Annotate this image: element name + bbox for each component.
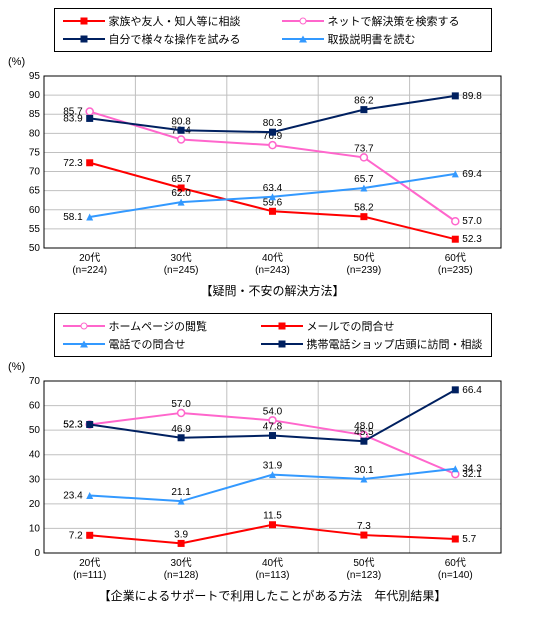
chart-1-yaxis-unit: (%) xyxy=(8,56,537,68)
svg-text:50代: 50代 xyxy=(353,557,374,569)
svg-text:(n=128): (n=128) xyxy=(164,570,199,581)
svg-text:62.0: 62.0 xyxy=(171,188,191,199)
chart-1-plot: 50 55 60 65 70 75 80 85 90 95 20代(n=224) 30代(n=245)… xyxy=(8,70,537,280)
svg-text:40代: 40代 xyxy=(262,557,283,569)
svg-text:60: 60 xyxy=(29,401,41,412)
svg-text:89.8: 89.8 xyxy=(462,91,482,102)
svg-text:60: 60 xyxy=(29,205,41,216)
svg-text:66.4: 66.4 xyxy=(462,385,482,396)
svg-text:54.0: 54.0 xyxy=(263,406,283,417)
svg-text:73.7: 73.7 xyxy=(354,143,374,154)
svg-text:80: 80 xyxy=(29,128,41,139)
svg-text:30代: 30代 xyxy=(171,557,192,569)
svg-text:11.5: 11.5 xyxy=(263,511,282,522)
svg-text:(n=123): (n=123) xyxy=(347,570,382,581)
svg-text:50: 50 xyxy=(29,425,41,436)
chart-1-container: 家族や友人・知人等に相談 ネットで解決策を検索する 自分で様々な操作を試みる 取… xyxy=(8,8,537,299)
svg-text:40: 40 xyxy=(29,450,41,461)
svg-text:52.3: 52.3 xyxy=(63,419,83,430)
legend-item: 携帯電話ショップ店頭に訪問・相談 xyxy=(261,336,483,352)
svg-text:45.5: 45.5 xyxy=(354,427,374,438)
legend-label: 取扱説明書を読む xyxy=(328,31,416,47)
svg-text:(n=113): (n=113) xyxy=(255,570,289,581)
svg-text:20: 20 xyxy=(29,499,41,510)
legend-label: ホームページの閲覧 xyxy=(109,318,207,334)
svg-text:40代: 40代 xyxy=(262,252,283,264)
svg-text:70: 70 xyxy=(29,376,41,387)
svg-text:57.0: 57.0 xyxy=(171,399,191,410)
svg-text:57.0: 57.0 xyxy=(462,216,482,227)
legend-label: メールでの問合せ xyxy=(307,318,395,334)
chart-2-legend: ホームページの閲覧 メールでの問合せ 電話での問合せ 携帯電話ショップ店頭に訪問… xyxy=(54,313,492,357)
svg-text:80.8: 80.8 xyxy=(171,116,191,127)
svg-text:0: 0 xyxy=(34,548,40,559)
svg-text:86.2: 86.2 xyxy=(354,96,374,107)
svg-text:(n=239): (n=239) xyxy=(347,265,382,276)
svg-text:(n=140): (n=140) xyxy=(438,570,473,581)
svg-text:3.9: 3.9 xyxy=(174,529,188,540)
svg-text:23.4: 23.4 xyxy=(63,491,83,502)
legend-item: 家族や友人・知人等に相談 xyxy=(63,13,264,29)
svg-text:50: 50 xyxy=(29,243,41,254)
svg-text:69.4: 69.4 xyxy=(462,169,482,180)
chart-2-yaxis-unit: (%) xyxy=(8,361,537,373)
svg-text:80.3: 80.3 xyxy=(263,118,283,129)
svg-text:72.3: 72.3 xyxy=(63,158,83,169)
svg-text:95: 95 xyxy=(29,71,41,82)
legend-label: 自分で様々な操作を試みる xyxy=(109,31,241,47)
svg-text:46.9: 46.9 xyxy=(171,424,191,435)
svg-text:70: 70 xyxy=(29,167,41,178)
svg-text:21.1: 21.1 xyxy=(171,487,191,498)
chart-1-caption: 【疑問・不安の解決方法】 xyxy=(8,282,537,299)
svg-text:65.7: 65.7 xyxy=(171,174,191,185)
legend-item: 自分で様々な操作を試みる xyxy=(63,31,264,47)
svg-text:90: 90 xyxy=(29,90,41,101)
svg-text:65: 65 xyxy=(29,186,41,197)
svg-text:30.1: 30.1 xyxy=(354,465,374,476)
svg-text:(n=111): (n=111) xyxy=(73,570,106,581)
svg-text:7.3: 7.3 xyxy=(357,521,371,532)
legend-item: 電話での問合せ xyxy=(63,336,243,352)
svg-text:(n=245): (n=245) xyxy=(164,265,199,276)
svg-text:75: 75 xyxy=(29,147,41,158)
legend-label: 電話での問合せ xyxy=(109,336,186,352)
legend-item: ネットで解決策を検索する xyxy=(282,13,483,29)
svg-text:20代: 20代 xyxy=(79,252,100,264)
svg-text:(n=224): (n=224) xyxy=(72,265,107,276)
legend-label: 家族や友人・知人等に相談 xyxy=(109,13,241,29)
svg-text:85: 85 xyxy=(29,109,41,120)
svg-text:58.1: 58.1 xyxy=(63,212,83,223)
svg-text:60代: 60代 xyxy=(445,252,466,264)
svg-text:7.2: 7.2 xyxy=(69,530,83,541)
chart-2-caption: 【企業によるサポートで利用したことがある方法 年代別結果】 xyxy=(8,587,537,604)
svg-text:52.3: 52.3 xyxy=(462,234,482,245)
svg-text:50代: 50代 xyxy=(353,252,374,264)
svg-text:60代: 60代 xyxy=(445,557,466,569)
legend-label: ネットで解決策を検索する xyxy=(328,13,460,29)
svg-text:30代: 30代 xyxy=(171,252,192,264)
svg-text:83.9: 83.9 xyxy=(63,113,83,124)
svg-text:63.4: 63.4 xyxy=(263,183,283,194)
svg-text:55: 55 xyxy=(29,224,41,235)
svg-text:10: 10 xyxy=(29,523,41,534)
svg-text:30: 30 xyxy=(29,474,41,485)
svg-text:58.2: 58.2 xyxy=(354,203,374,214)
svg-text:31.9: 31.9 xyxy=(263,461,283,472)
svg-text:(n=243): (n=243) xyxy=(255,265,290,276)
svg-text:20代: 20代 xyxy=(79,557,100,569)
svg-text:5.7: 5.7 xyxy=(462,534,476,545)
chart-2-container: ホームページの閲覧 メールでの問合せ 電話での問合せ 携帯電話ショップ店頭に訪問… xyxy=(8,313,537,604)
chart-1-legend: 家族や友人・知人等に相談 ネットで解決策を検索する 自分で様々な操作を試みる 取… xyxy=(54,8,492,52)
svg-text:(n=235): (n=235) xyxy=(438,265,473,276)
legend-item: 取扱説明書を読む xyxy=(282,31,483,47)
chart-2-plot: 01020304050607020代(n=111)30代(n=128)40代(n… xyxy=(8,375,537,585)
legend-item: ホームページの閲覧 xyxy=(63,318,243,334)
svg-text:34.3: 34.3 xyxy=(462,464,482,475)
svg-text:47.8: 47.8 xyxy=(263,422,283,433)
svg-text:65.7: 65.7 xyxy=(354,174,374,185)
legend-item: メールでの問合せ xyxy=(261,318,483,334)
legend-label: 携帯電話ショップ店頭に訪問・相談 xyxy=(307,336,483,352)
